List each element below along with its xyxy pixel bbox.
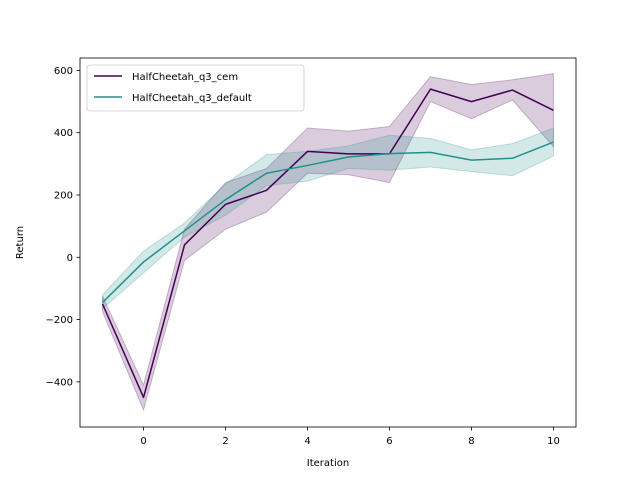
legend: HalfCheetah_q3_cem HalfCheetah_q3_default — [86, 64, 305, 112]
x-tick-label: 10 — [547, 436, 560, 447]
band-series-1 — [102, 72, 554, 412]
x-tick-label: 2 — [222, 436, 228, 447]
confidence-bands — [102, 72, 554, 412]
x-axis-label: Iteration — [307, 458, 349, 469]
y-tick-label: 600 — [54, 66, 73, 77]
x-tick-label: 8 — [468, 436, 474, 447]
y-tick-label: 200 — [54, 191, 73, 202]
line-series-1 — [101, 88, 554, 399]
band-series-2 — [102, 127, 554, 310]
legend-label: HalfCheetah_q3_cem — [132, 72, 238, 83]
y-axis-label: Return — [15, 226, 26, 259]
x-tick-label: 6 — [386, 436, 392, 447]
legend-box — [86, 64, 305, 112]
x-axis-ticks: 0 2 4 6 8 10 — [140, 427, 560, 447]
y-axis-ticks: −400 −200 0 200 400 600 — [46, 66, 80, 388]
y-tick-label: −400 — [46, 377, 73, 388]
line-series-2 — [102, 141, 554, 303]
legend-label: HalfCheetah_q3_default — [132, 93, 252, 104]
plot-frame — [79, 57, 577, 428]
y-tick-label: −200 — [46, 315, 73, 326]
y-tick-label: 0 — [67, 253, 73, 264]
series-lines — [101, 88, 554, 399]
x-tick-label: 0 — [140, 436, 146, 447]
x-tick-label: 4 — [304, 436, 310, 447]
y-tick-label: 400 — [54, 128, 73, 139]
